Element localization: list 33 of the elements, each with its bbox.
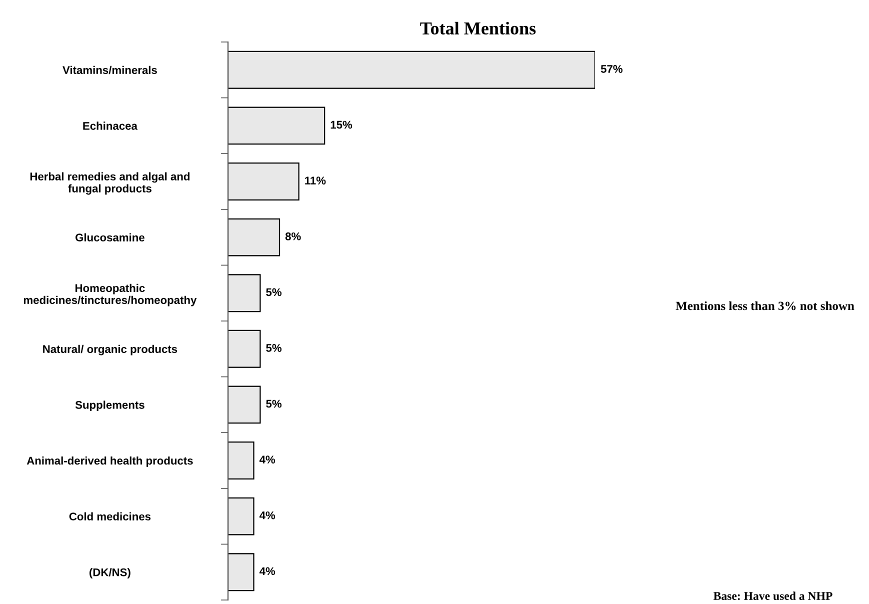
bar: [228, 274, 261, 312]
data-label: 4%: [259, 511, 276, 520]
y-tick-label: Natural/ organic products: [43, 344, 178, 356]
bar: [228, 442, 254, 480]
bar: [228, 218, 280, 256]
chart-title: Total Mentions: [420, 22, 536, 35]
y-tick-label: Cold medicines: [69, 512, 151, 520]
data-label: 5%: [266, 400, 282, 408]
bar: [228, 386, 261, 424]
y-tick-label: (DK/NS): [90, 568, 130, 578]
data-label: 5%: [266, 288, 282, 296]
bar: [228, 106, 326, 145]
y-tick-label: Vitamins/minerals: [62, 66, 157, 74]
data-label: 4%: [259, 567, 276, 576]
y-tick-label: Glucosamine: [76, 233, 144, 242]
bar: [228, 497, 254, 536]
y-tick-label: Herbal remedies and algal and fungal products: [30, 172, 190, 195]
y-tick-label: Supplements: [75, 400, 144, 412]
text: Mentions less than 3% not shown: [676, 301, 854, 310]
y-tick-label: Animal-derived health products: [26, 456, 193, 467]
y-tick-label: Echinacea: [83, 122, 138, 130]
data-label: 8%: [285, 232, 301, 240]
bar: [228, 330, 261, 368]
data-label: 5%: [266, 344, 282, 352]
y-tick-label: Homeopathic medicines/tinctures/homeopathy: [24, 284, 197, 306]
bar: [228, 162, 300, 200]
bar: [228, 50, 595, 89]
data-label: 57%: [600, 65, 622, 73]
data-label: 15%: [330, 120, 352, 129]
data-label: 11%: [305, 176, 326, 184]
bar: [228, 553, 254, 592]
text: Base: Have used a NHP: [714, 592, 832, 600]
data-label: 4%: [259, 456, 276, 464]
